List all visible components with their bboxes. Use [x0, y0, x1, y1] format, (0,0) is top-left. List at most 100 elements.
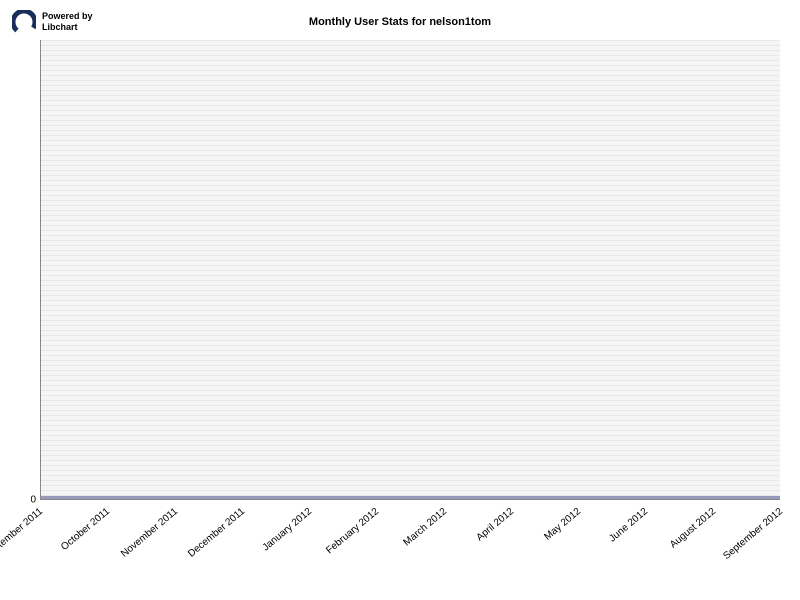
- gridline: [41, 105, 780, 106]
- x-axis-label: August 2012: [668, 506, 718, 551]
- gridline: [41, 170, 780, 171]
- x-axis-label: February 2012: [325, 506, 382, 556]
- gridline: [41, 200, 780, 201]
- plot-area: [40, 40, 780, 500]
- logo-line1: Powered by: [42, 11, 93, 22]
- gridline: [41, 85, 780, 86]
- gridline: [41, 435, 780, 436]
- gridline: [41, 70, 780, 71]
- gridline: [41, 205, 780, 206]
- gridline: [41, 65, 780, 66]
- gridline: [41, 145, 780, 146]
- gridline: [41, 225, 780, 226]
- gridline: [41, 345, 780, 346]
- data-line: [41, 496, 780, 499]
- gridline: [41, 310, 780, 311]
- x-axis-labels: September 2011October 2011November 2011D…: [40, 500, 780, 600]
- gridline: [41, 410, 780, 411]
- gridline: [41, 355, 780, 356]
- gridline: [41, 275, 780, 276]
- x-axis-label: January 2012: [261, 506, 315, 553]
- gridline: [41, 460, 780, 461]
- gridline: [41, 130, 780, 131]
- gridline: [41, 220, 780, 221]
- gridline: [41, 425, 780, 426]
- gridline: [41, 165, 780, 166]
- gridline: [41, 485, 780, 486]
- gridline: [41, 320, 780, 321]
- gridline: [41, 400, 780, 401]
- gridline: [41, 215, 780, 216]
- gridline: [41, 175, 780, 176]
- gridline: [41, 475, 780, 476]
- plot-background: [41, 40, 780, 499]
- gridline: [41, 240, 780, 241]
- gridline: [41, 265, 780, 266]
- gridline: [41, 380, 780, 381]
- x-axis-label: April 2012: [474, 506, 516, 543]
- x-axis-label: December 2011: [186, 506, 247, 560]
- gridline: [41, 490, 780, 491]
- gridline: [41, 160, 780, 161]
- gridline: [41, 190, 780, 191]
- gridline: [41, 55, 780, 56]
- gridline: [41, 180, 780, 181]
- x-axis-label: September 2011: [0, 506, 45, 561]
- gridline: [41, 350, 780, 351]
- gridline: [41, 115, 780, 116]
- gridline: [41, 420, 780, 421]
- gridline: [41, 470, 780, 471]
- x-axis-label: November 2011: [119, 506, 180, 560]
- gridline: [41, 135, 780, 136]
- gridline: [41, 295, 780, 296]
- gridline: [41, 185, 780, 186]
- logo-text: Powered by Libchart: [42, 11, 93, 33]
- gridline: [41, 415, 780, 416]
- gridline: [41, 290, 780, 291]
- x-axis-label: May 2012: [543, 506, 584, 543]
- gridline: [41, 45, 780, 46]
- gridline: [41, 260, 780, 261]
- gridline: [41, 305, 780, 306]
- gridline: [41, 285, 780, 286]
- gridline: [41, 90, 780, 91]
- gridline: [41, 40, 780, 41]
- gridline: [41, 300, 780, 301]
- gridline: [41, 125, 780, 126]
- gridline: [41, 325, 780, 326]
- gridline: [41, 255, 780, 256]
- gridline: [41, 330, 780, 331]
- gridline: [41, 60, 780, 61]
- x-axis-label: March 2012: [401, 506, 449, 548]
- x-axis-label: September 2012: [721, 506, 785, 562]
- gridline: [41, 360, 780, 361]
- gridline: [41, 405, 780, 406]
- gridline: [41, 100, 780, 101]
- gridline: [41, 440, 780, 441]
- gridline: [41, 365, 780, 366]
- gridline: [41, 455, 780, 456]
- gridline: [41, 450, 780, 451]
- gridline: [41, 385, 780, 386]
- gridline: [41, 375, 780, 376]
- gridline: [41, 80, 780, 81]
- gridline: [41, 245, 780, 246]
- gridline: [41, 370, 780, 371]
- gridline: [41, 280, 780, 281]
- gridline: [41, 335, 780, 336]
- x-axis-label: October 2011: [59, 506, 112, 553]
- gridline: [41, 140, 780, 141]
- logo-area: Powered by Libchart: [12, 10, 93, 34]
- gridline: [41, 465, 780, 466]
- gridline: [41, 250, 780, 251]
- gridline: [41, 235, 780, 236]
- gridline: [41, 150, 780, 151]
- gridline: [41, 75, 780, 76]
- libchart-logo-icon: [12, 10, 36, 34]
- gridline: [41, 395, 780, 396]
- gridline: [41, 445, 780, 446]
- gridline: [41, 50, 780, 51]
- gridline: [41, 230, 780, 231]
- gridline: [41, 120, 780, 121]
- gridline: [41, 95, 780, 96]
